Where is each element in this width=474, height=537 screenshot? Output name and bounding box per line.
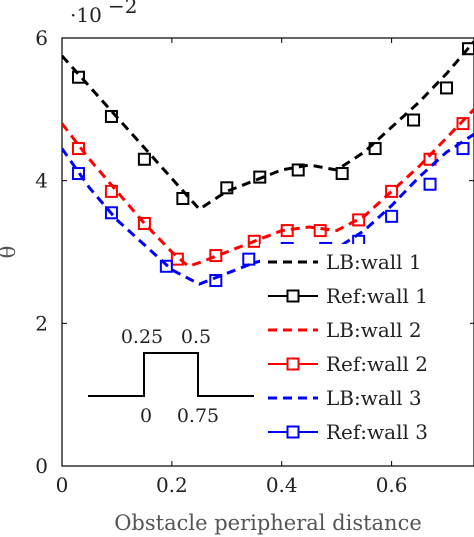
inset-label-075: 0.75 xyxy=(177,405,219,427)
series-2-marker xyxy=(280,224,294,238)
series-2-marker xyxy=(423,152,437,166)
series-4-marker xyxy=(456,142,470,156)
inset-label-0: 0 xyxy=(140,405,152,427)
legend-label-5: Ref:wall 3 xyxy=(326,420,428,444)
series-2-marker xyxy=(456,117,470,131)
inset-label-025: 0.25 xyxy=(121,326,163,348)
series-1-marker xyxy=(253,170,267,184)
y-scale-exponent: −2 xyxy=(108,0,137,18)
series-4-marker xyxy=(242,252,256,266)
series-line-4 xyxy=(62,133,474,286)
series-line-2 xyxy=(62,108,474,268)
series-1 xyxy=(71,42,474,205)
legend-label-2: LB:wall 2 xyxy=(326,318,422,342)
inset-diagram: 0.25 0.5 0 0.75 xyxy=(88,326,254,427)
x-tick-label: 0.2 xyxy=(156,473,188,497)
y-scale-label: ·10 xyxy=(70,3,102,27)
series-1-marker xyxy=(335,167,349,181)
inset-step-line xyxy=(88,352,254,397)
legend-label-3: Ref:wall 2 xyxy=(326,352,428,376)
series-2-marker xyxy=(247,234,261,248)
x-ticks: 0 0.2 0.4 0.6 xyxy=(56,38,408,497)
y-axis-label: θ xyxy=(0,246,20,259)
series-1-marker xyxy=(462,42,474,56)
plot-frame xyxy=(61,37,474,467)
series-1-marker xyxy=(220,181,234,195)
series-2-marker xyxy=(104,184,118,198)
series-4-marker xyxy=(209,274,223,288)
series-1-marker xyxy=(407,113,421,127)
x-tick-label: 0.4 xyxy=(266,473,298,497)
series-2-marker xyxy=(385,184,399,198)
x-tick-label: 0.6 xyxy=(376,473,408,497)
legend-marker-5 xyxy=(286,425,300,439)
series-1-marker xyxy=(71,70,85,84)
series-4-marker xyxy=(71,167,85,181)
y-tick-label: 2 xyxy=(35,311,48,335)
series-2 xyxy=(62,108,474,268)
series-4-marker xyxy=(385,209,399,223)
series-2-marker xyxy=(137,216,151,230)
legend-label-4: LB:wall 3 xyxy=(326,386,422,410)
legend-label-1: Ref:wall 1 xyxy=(326,284,428,308)
y-tick-label: 4 xyxy=(35,169,48,193)
legend-marker-3 xyxy=(286,357,300,371)
series-1-marker xyxy=(176,192,190,205)
series-2-marker xyxy=(313,224,327,238)
series-1-marker xyxy=(104,109,118,123)
inset-label-05: 0.5 xyxy=(181,326,211,348)
series-2-marker xyxy=(71,142,85,156)
y-tick-label: 0 xyxy=(35,454,48,478)
series-1-marker xyxy=(440,81,454,95)
series-4-marker xyxy=(159,259,173,273)
series-2-marker xyxy=(170,252,184,266)
x-tick-label: 0 xyxy=(56,473,69,497)
series-line-0 xyxy=(62,40,474,212)
legend: LB:wall 1 Ref:wall 1 LB:wall 2 Ref:wall 2 LB… xyxy=(260,244,470,444)
legend-label-0: LB:wall 1 xyxy=(326,250,422,274)
legend-box xyxy=(260,244,470,444)
series-4-marker xyxy=(423,177,437,191)
y-tick-label: 6 xyxy=(35,26,48,50)
series-0 xyxy=(62,40,474,212)
series-2-marker xyxy=(209,249,223,263)
series-2-marker xyxy=(352,213,366,227)
x-axis-label: Obstacle peripheral distance xyxy=(114,511,422,535)
legend-marker-1 xyxy=(286,289,300,303)
y-ticks: 0 2 4 6 xyxy=(35,26,474,478)
series-4-marker xyxy=(104,206,118,220)
series-layer xyxy=(62,40,474,288)
series-1-marker xyxy=(137,152,151,166)
series-1-marker xyxy=(368,142,382,156)
series-4 xyxy=(62,133,474,288)
series-1-marker xyxy=(291,163,305,177)
